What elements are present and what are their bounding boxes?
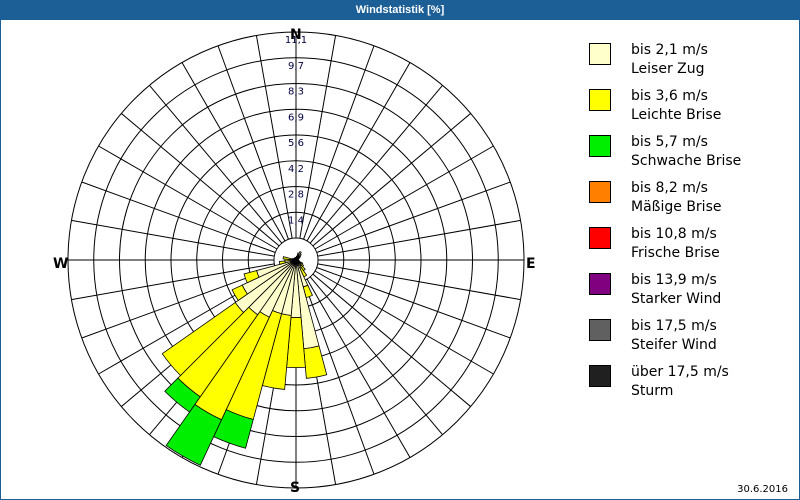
svg-text:5,6: 5,6 — [288, 138, 304, 149]
compass-south-label: S — [290, 480, 301, 496]
compass-north-label: N — [290, 27, 302, 43]
svg-text:6,9: 6,9 — [288, 112, 304, 123]
svg-text:1,4: 1,4 — [288, 215, 304, 226]
legend-name: Leiser Zug — [631, 61, 705, 77]
window-title: Windstatistik [%] — [0, 0, 800, 20]
legend-name: Schwache Brise — [631, 153, 742, 169]
svg-text:4,2: 4,2 — [288, 164, 304, 175]
legend-range: bis 3,6 m/s — [631, 88, 708, 104]
legend-swatch — [589, 181, 611, 203]
legend-swatch — [589, 135, 611, 157]
compass-west-label: W — [53, 256, 69, 272]
wind-rose-bars — [161, 251, 328, 466]
legend-range: über 17,5 m/s — [631, 364, 729, 380]
svg-text:8,3: 8,3 — [288, 87, 304, 98]
legend-range: bis 2,1 m/s — [631, 42, 708, 58]
legend-swatch — [589, 227, 611, 249]
compass-east-label: E — [526, 256, 536, 272]
legend-range: bis 10,8 m/s — [631, 226, 717, 242]
legend-range: bis 5,7 m/s — [631, 134, 708, 150]
legend-swatch — [589, 365, 611, 387]
legend-name: Frische Brise — [631, 245, 720, 261]
legend-swatch — [589, 273, 611, 295]
date-label: 30.6.2016 — [737, 484, 788, 495]
svg-text:2,8: 2,8 — [288, 190, 304, 201]
legend-name: Leichte Brise — [631, 107, 722, 123]
legend-range: bis 8,2 m/s — [631, 180, 708, 196]
svg-text:9,7: 9,7 — [288, 61, 304, 72]
legend-range: bis 17,5 m/s — [631, 318, 717, 334]
legend-name: Steifer Wind — [631, 337, 717, 353]
legend-swatch — [589, 319, 611, 341]
legend-swatch — [589, 43, 611, 65]
legend-name: Starker Wind — [631, 291, 722, 307]
legend-range: bis 13,9 m/s — [631, 272, 717, 288]
radial-tick-labels: 1,4 2,8 4,2 5,6 6,9 8,3 9,7 11,1 — [285, 35, 307, 226]
legend-swatch — [589, 89, 611, 111]
svg-text:11,1: 11,1 — [285, 35, 307, 46]
legend-name: Sturm — [631, 383, 674, 399]
legend-name: Mäßige Brise — [631, 199, 722, 215]
